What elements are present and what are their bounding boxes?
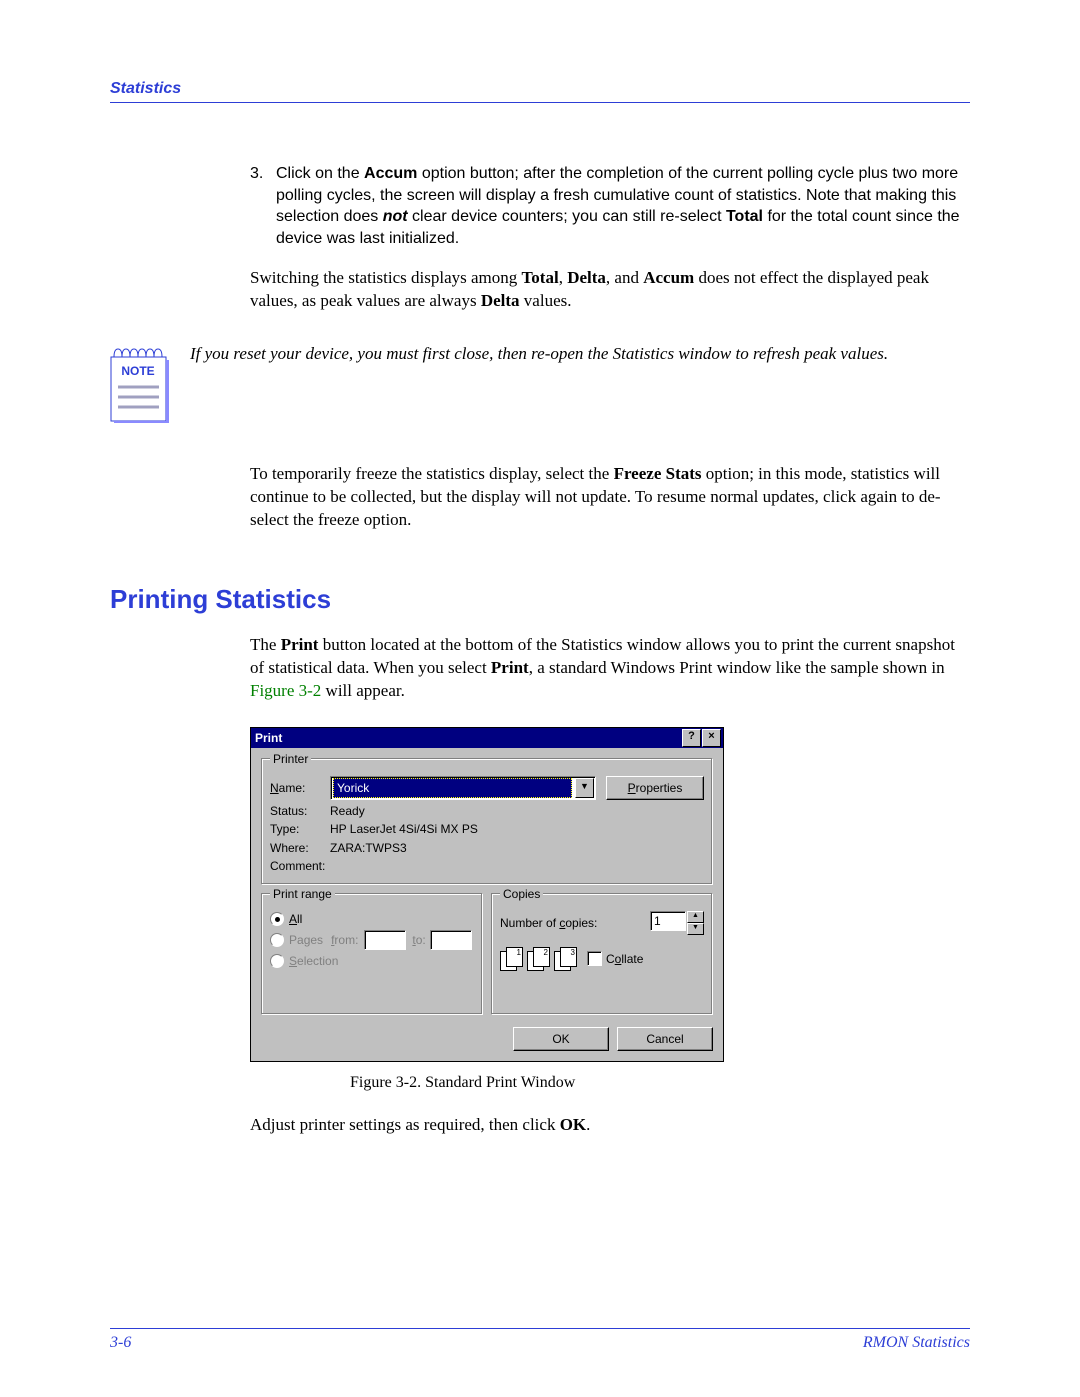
collate-checkbox[interactable] [587,951,602,966]
page-header: Statistics [110,80,181,98]
page-footer: 3-6 RMON Statistics [110,1328,970,1352]
header-rule [110,102,970,103]
collate-icon-2: 2 2 [527,947,551,971]
footer-title: RMON Statistics [863,1334,970,1352]
cancel-button[interactable]: Cancel [617,1027,713,1051]
ok-button[interactable]: OK [513,1027,609,1051]
copies-title: Copies [500,886,543,902]
note-text: If you reset your device, you must first… [190,343,888,366]
collate-label: Collate [606,951,643,967]
range-title: Print range [270,886,335,902]
printer-name: Yorick [333,778,572,798]
radio-selection-label: Selection [289,953,338,969]
type-label: Type: [270,821,330,837]
radio-selection[interactable] [270,954,284,968]
help-button[interactable]: ? [682,729,701,747]
para-print-intro: The Print button located at the bottom o… [250,634,970,703]
figure-link[interactable]: Figure 3-2 [250,681,321,700]
spin-up-icon[interactable]: ▲ [687,911,704,923]
note-block: NOTE If you reset your device, you must … [110,343,970,423]
svg-text:NOTE: NOTE [121,364,154,378]
radio-selection-row[interactable]: Selection [270,953,474,969]
note-icon: NOTE [110,343,170,423]
radio-pages-row[interactable]: Pages from: to: [270,930,474,950]
para-freeze: To temporarily freeze the statistics dis… [250,463,970,532]
copies-spinner[interactable]: 1 ▲ ▼ [650,911,704,935]
titlebar-text: Print [255,730,681,746]
section-heading: Printing Statistics [110,582,970,617]
para-switching: Switching the statistics displays among … [250,267,970,313]
name-label: Name: [270,780,330,796]
from-input[interactable] [364,930,406,950]
step-text: Click on the Accum option button; after … [276,163,970,249]
para-adjust: Adjust printer settings as required, the… [250,1114,970,1137]
to-label: to: [412,932,425,948]
figure-caption: Figure 3-2. Standard Print Window [250,1072,970,1094]
status-label: Status: [270,803,330,819]
status-value: Ready [330,803,365,819]
step-3: 3. Click on the Accum option button; aft… [250,163,970,249]
collate-icon-1: 1 1 [500,947,524,971]
type-value: HP LaserJet 4Si/4Si MX PS [330,821,478,837]
radio-all-label: All [289,911,302,927]
radio-pages-label: Pages [289,932,323,948]
close-button[interactable]: × [702,729,721,747]
step-number: 3. [250,163,276,249]
radio-pages[interactable] [270,933,284,947]
titlebar: Print ? × [251,728,723,748]
printer-combo[interactable]: Yorick ▼ [330,776,596,800]
radio-all-row[interactable]: All [270,911,474,927]
to-input[interactable] [430,930,472,950]
spin-down-icon[interactable]: ▼ [687,923,704,935]
radio-all[interactable] [270,912,284,926]
collate-icon-3: 3 3 [554,947,578,971]
where-value: ZARA:TWPS3 [330,840,407,856]
where-label: Where: [270,840,330,856]
numcopies-label: Number of copies: [500,915,597,931]
comment-label: Comment: [270,858,330,874]
print-dialog: Print ? × Printer Name: Yorick ▼ Propert… [250,727,724,1062]
page-number: 3-6 [110,1334,131,1352]
footer-rule [110,1328,970,1329]
from-label: from: [331,932,358,948]
printer-group-title: Printer [270,751,311,767]
properties-button[interactable]: Properties [606,776,704,800]
print-range-group: Print range All Pages from: to: [261,893,483,1015]
copies-input[interactable]: 1 [650,911,686,931]
copies-group: Copies Number of copies: 1 ▲ ▼ [491,893,713,1015]
chevron-down-icon[interactable]: ▼ [575,778,594,798]
printer-group: Printer Name: Yorick ▼ Properties Status… [261,758,713,885]
